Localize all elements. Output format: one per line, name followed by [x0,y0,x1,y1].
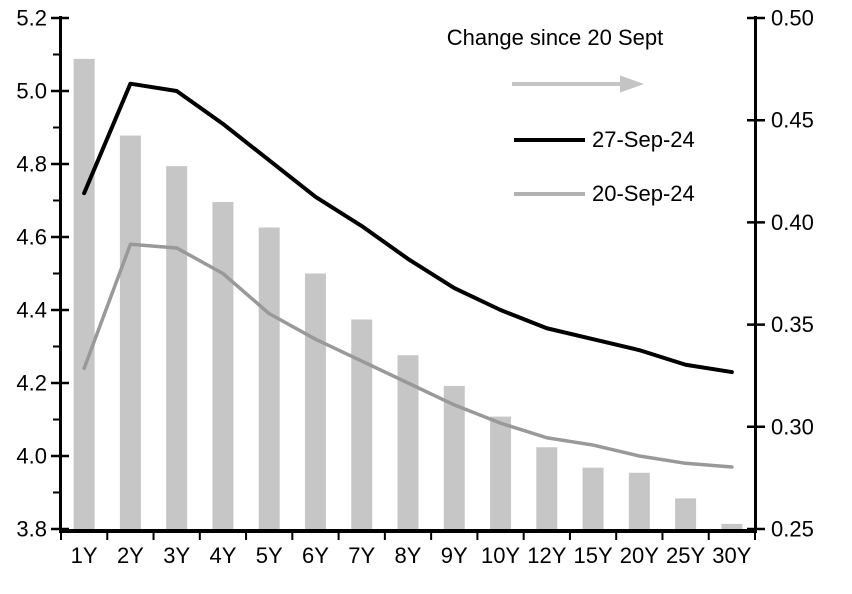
x-axis-tick-label-9Y: 9Y [441,543,468,568]
x-axis: 1Y 2Y 3Y 4Y 5Y 6Y 7Y 8Y 9Y 10Y 12Y 15Y 20Y 25Y 30Y [59,529,757,568]
legend-title: Change since 20 Sept [446,25,664,50]
x-axis-tick-label-15Y: 15Y [573,543,612,568]
bar-12Y [536,447,558,531]
bar-20Y [628,472,650,531]
right-axis: 0.25 0.30 0.35 0.40 0.45 0.50 [747,6,814,542]
legend-label-20-sep-24: 20-Sep-24 [592,181,695,206]
left-axis-tick-label: 3.8 [16,517,47,542]
bar-2Y [119,135,141,531]
left-axis-tick-label: 4.8 [16,152,47,177]
left-axis-tick-label: 5.2 [16,6,47,31]
line-27-sep-24 [82,81,734,375]
bar-4Y [212,201,234,531]
x-axis-tick-label-1Y: 1Y [71,543,98,568]
x-axis-tick-label-30Y: 30Y [712,543,751,568]
x-axis-tick-label-12Y: 12Y [527,543,566,568]
x-axis-tick-label-5Y: 5Y [256,543,283,568]
x-axis-tick-label-2Y: 2Y [117,543,144,568]
x-axis-tick-label-7Y: 7Y [348,543,375,568]
x-axis-tick-label-4Y: 4Y [209,543,236,568]
change-arrow-icon [512,75,644,93]
left-axis-tick-label: 4.2 [16,371,47,396]
bar-30Y [721,523,743,531]
x-axis-tick-label-3Y: 3Y [163,543,190,568]
line-swatch-20-sep-24 [514,192,585,196]
line-swatch-27-sep-24 [514,138,585,142]
bar-5Y [258,227,280,531]
bar-6Y [304,273,326,531]
legend-item-27-sep-24: 27-Sep-24 [514,127,695,153]
right-axis-tick-label: 0.50 [771,6,814,31]
bar-15Y [582,467,604,531]
left-axis-tick-label: 5.0 [16,79,47,104]
bar-1Y [73,58,95,531]
line-20-sep-24 [82,242,734,469]
x-axis-tick-label-6Y: 6Y [302,543,329,568]
bar-10Y [490,416,512,531]
left-axis: 3.8 4.0 4.2 4.4 4.6 4.8 5.0 5.2 [16,6,69,542]
legend-label-27-sep-24: 27-Sep-24 [592,127,695,152]
x-axis-tick-label-8Y: 8Y [395,543,422,568]
right-axis-tick-label: 0.35 [771,312,814,337]
x-axis-tick-label-20Y: 20Y [620,543,659,568]
legend-item-20-sep-24: 20-Sep-24 [514,181,695,207]
x-axis-tick-label-25Y: 25Y [666,543,705,568]
bar-8Y [397,355,419,531]
right-axis-tick-label: 0.30 [771,414,814,439]
left-axis-tick-label: 4.0 [16,444,47,469]
bar-9Y [443,385,465,531]
x-axis-tick-label-10Y: 10Y [481,543,520,568]
bar-7Y [351,319,373,531]
right-axis-tick-label: 0.25 [771,517,814,542]
bar-25Y [675,498,697,531]
right-axis-tick-label: 0.45 [771,108,814,133]
right-axis-tick-label: 0.40 [771,210,814,235]
left-axis-tick-label: 4.4 [16,298,47,323]
left-axis-tick-label: 4.6 [16,225,47,250]
bar-3Y [166,166,188,531]
bars-change-since-20-sept [73,58,743,531]
